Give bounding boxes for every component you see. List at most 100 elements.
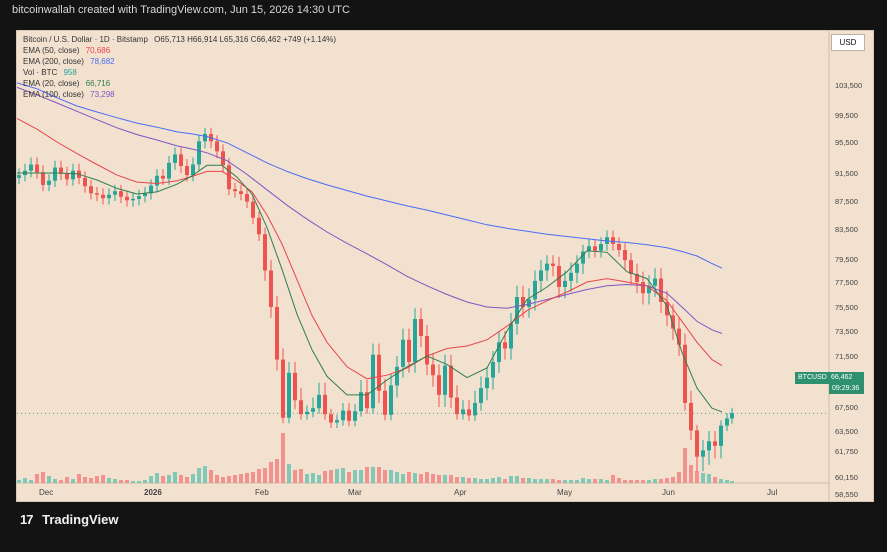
volume-bar [83,477,87,483]
volume-bar [719,479,723,483]
volume-bar [47,476,51,483]
candle-body [251,201,255,218]
candle-body [461,409,465,415]
candle-body [245,194,249,202]
volume-bar [701,473,705,483]
legend-vol[interactable]: Vol · BTC 958 [23,68,77,78]
volume-bar [197,468,201,483]
candle-body [599,244,603,251]
legend-ema20[interactable]: EMA (20, close) 66,716 [23,79,110,89]
price-chart[interactable]: 103,500 99,500 95,500 91,500 87,500 83,500 79,… [17,31,873,501]
volume-bar [689,465,693,483]
candle-body [377,354,381,391]
price-tick-label: 58,550 [835,490,858,499]
volume-bar [77,474,81,483]
volume-bar [497,477,501,483]
candle-body [167,162,171,179]
volume-bar [647,480,651,483]
candle-body [125,196,129,201]
legend-ema100[interactable]: EMA (100, close) 73,298 [23,90,115,100]
candle-body [29,164,33,171]
chart-caption: bitcoinwallah created with TradingView.c… [12,4,350,16]
candle-body [671,315,675,329]
volume-bar [71,479,75,483]
candle-body [479,388,483,403]
candle-body [725,418,729,426]
tradingview-wordmark: TradingView [42,512,119,527]
volume-bar [209,470,213,483]
candle-body [413,319,417,362]
price-tick-label: 91,500 [835,169,858,178]
candle-body [149,185,153,194]
currency-button[interactable]: USD [831,34,865,51]
candle-body [371,354,375,409]
candle-body [17,175,21,178]
volume-bar [473,478,477,483]
legend-vol-value: 958 [63,68,77,77]
candle-body [395,366,399,386]
price-tick-label: 63,500 [835,427,858,436]
volume-bar [671,477,675,483]
candle-body [653,278,657,286]
tradingview-mark-icon: 17 [20,512,34,527]
volume-bar [215,475,219,483]
volume-bar [137,481,141,483]
volume-bar [521,478,525,483]
candle-body [695,430,699,457]
price-tick-label: 61,750 [835,447,858,456]
candle-body [419,319,423,336]
candle-body [713,441,717,446]
volume-bar [383,470,387,483]
candle-body [677,328,681,345]
candle-body [527,299,531,307]
candle-body [533,280,537,300]
chart-panel[interactable]: 103,500 99,500 95,500 91,500 87,500 83,500 79,… [16,30,874,502]
candle-body [473,402,477,416]
volume-bar [251,472,255,483]
ema50-line [17,117,723,380]
legend-ema20-value: 66,716 [85,79,111,88]
legend-ema200-label: EMA (200, close) [23,57,84,66]
candle-body [215,141,219,152]
candle-body [689,402,693,431]
legend-ema200[interactable]: EMA (200, close) 78,682 [23,57,115,67]
volume-bar [59,480,63,483]
volume-bar [191,474,195,483]
candle-body [359,392,363,412]
volume-bar [17,480,21,483]
candle-body [89,186,93,194]
candle-body [521,297,525,307]
volume-bar [407,472,411,483]
price-tick-label: 77,500 [835,278,858,287]
volume-bar [221,477,225,483]
volume-bar [305,474,309,483]
volume-bar [425,472,429,483]
candle-body [143,193,147,197]
candle-body [137,196,141,199]
volume-bar [545,479,549,483]
volume-bar [323,471,327,483]
volume-bar [89,478,93,483]
candle-body [617,244,621,250]
candle-body [383,390,387,415]
legend-ema50[interactable]: EMA (50, close) 70,686 [23,46,110,56]
volume-bar [713,477,717,483]
candle-body [287,372,291,418]
candle-body [539,270,543,281]
volume-bar [65,477,69,483]
last-price-value: 66,462 [831,374,853,381]
tradingview-logo[interactable]: 17 TradingView [20,512,118,528]
candle-body [299,400,303,415]
volume-bar [611,475,615,483]
volume-bar [53,479,57,483]
volume-bar [635,480,639,483]
volume-bar [149,476,153,483]
candle-body [83,177,87,187]
volume-bar [557,480,561,483]
volume-bar [377,467,381,483]
candle-body [323,394,327,415]
volume-bar [233,475,237,483]
volume-bar [245,473,249,483]
volume-bar [461,477,465,483]
candle-body [161,175,165,179]
